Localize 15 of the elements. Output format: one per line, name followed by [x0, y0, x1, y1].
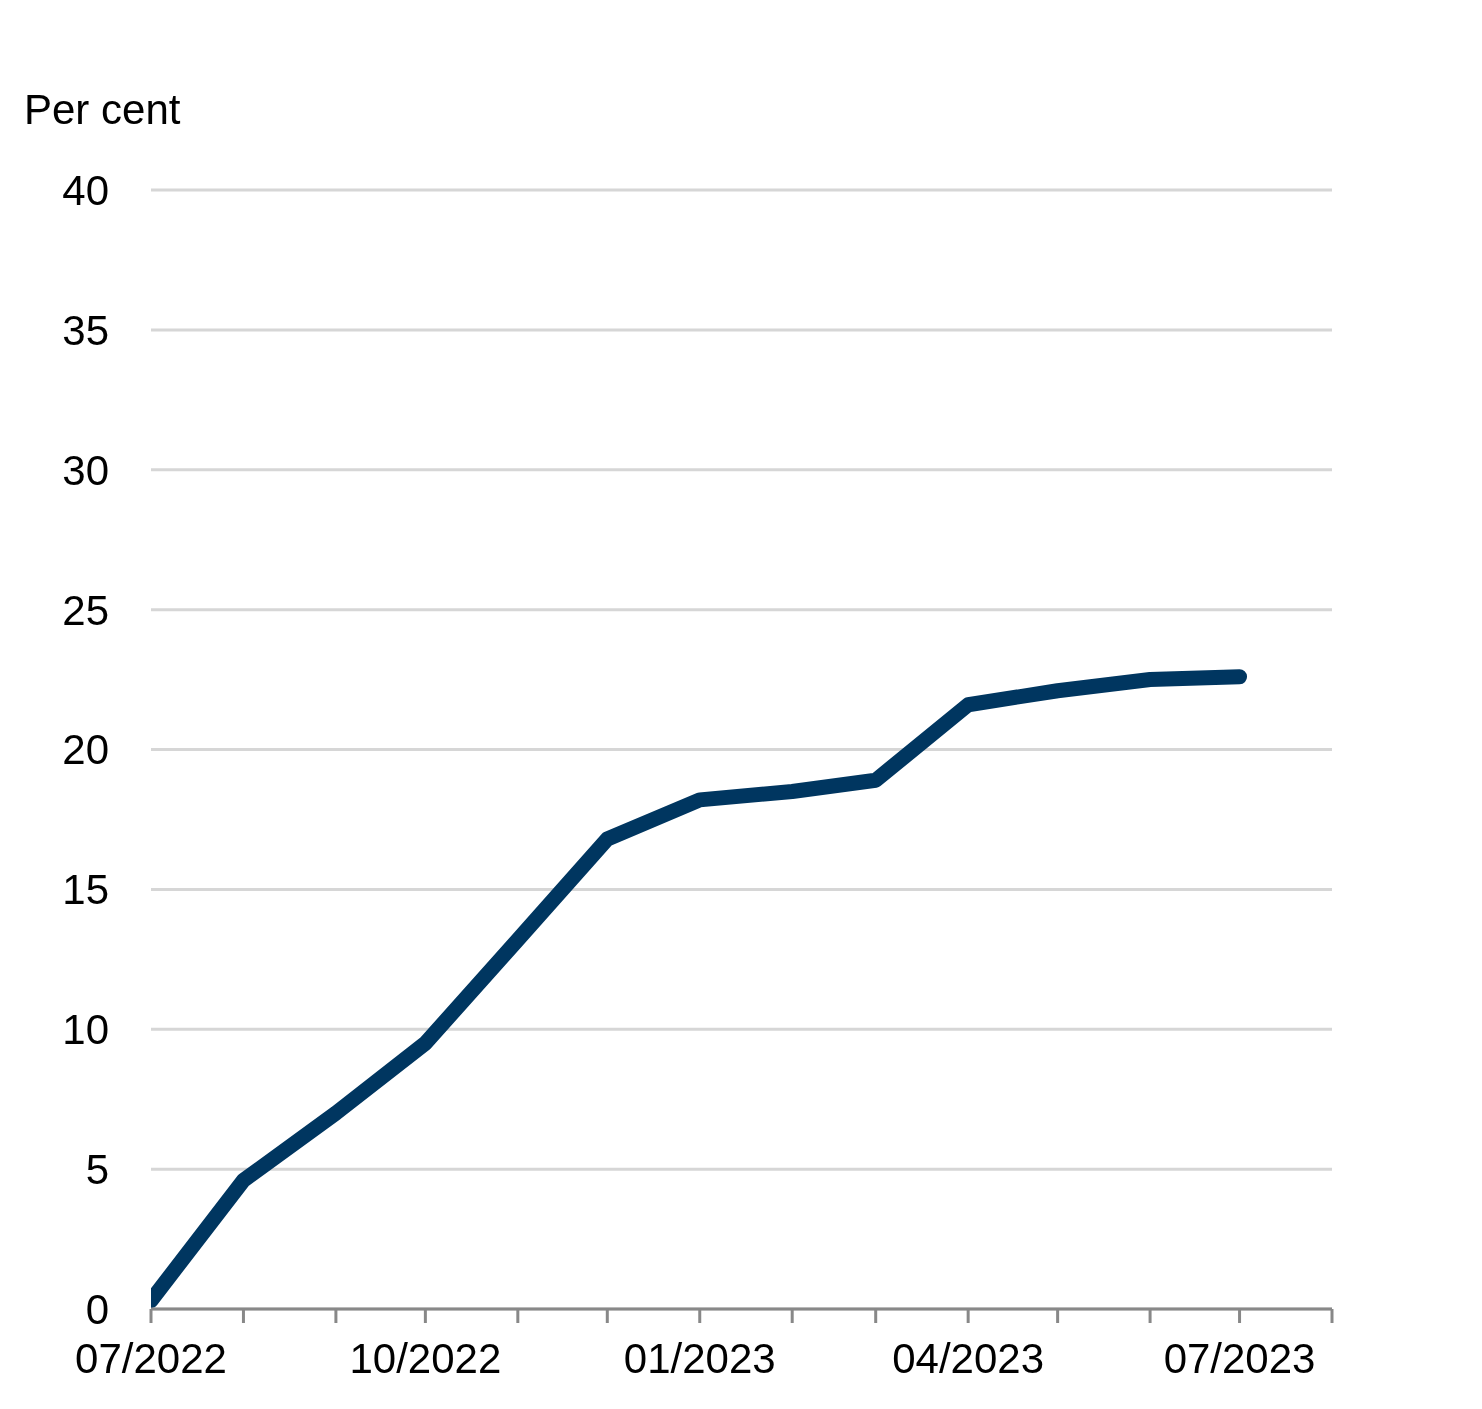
y-axis-title: Per cent — [24, 86, 181, 134]
x-tick-label: 07/2022 — [75, 1334, 227, 1382]
y-tick-label: 0 — [85, 1285, 109, 1333]
y-tick-label: 30 — [62, 446, 109, 494]
y-tick-label: 15 — [62, 866, 109, 914]
y-tick-label: 10 — [62, 1006, 109, 1054]
x-tick-label: 10/2022 — [349, 1334, 502, 1382]
y-tick-label: 20 — [62, 726, 109, 774]
x-tick-label: 01/2023 — [623, 1334, 776, 1382]
x-tick-label: 07/2023 — [1163, 1334, 1316, 1382]
x-tick-label: 04/2023 — [892, 1334, 1045, 1382]
y-tick-label: 40 — [62, 166, 109, 214]
y-tick-label: 35 — [62, 306, 109, 354]
y-tick-label: 25 — [62, 586, 109, 634]
y-tick-label: 5 — [85, 1146, 109, 1194]
